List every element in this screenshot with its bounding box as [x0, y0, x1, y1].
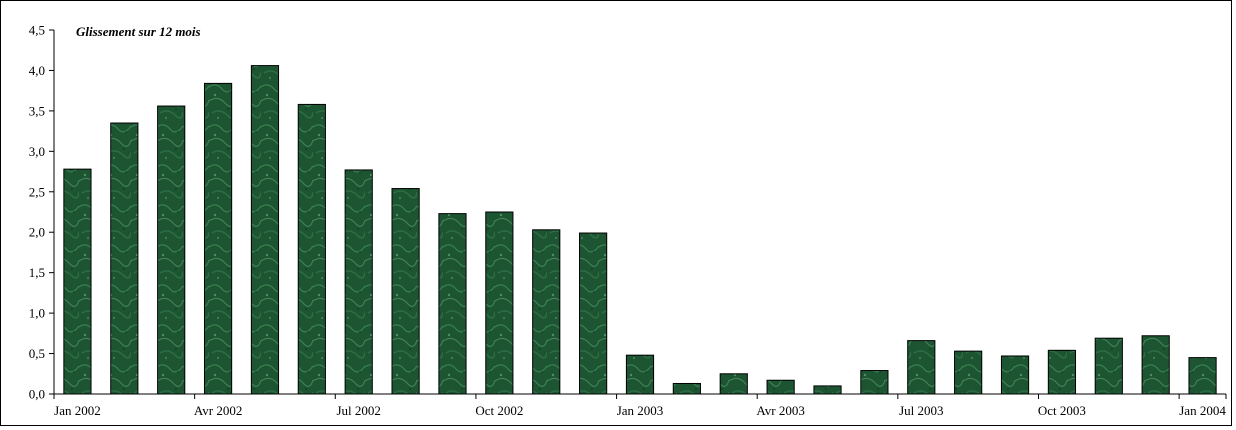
bar-3 — [203, 82, 233, 395]
bar-10 — [532, 229, 561, 395]
x-tick-label-4: Jan 2003 — [617, 403, 664, 418]
bar-2 — [157, 105, 186, 395]
x-tick-label-7: Oct 2003 — [1038, 403, 1086, 418]
bar-23 — [1141, 335, 1170, 395]
x-tick-label-6: Jul 2003 — [899, 403, 943, 418]
bar-12 — [625, 354, 655, 395]
bar-15 — [766, 379, 795, 395]
bar-9 — [485, 211, 514, 395]
bar-0 — [63, 168, 92, 395]
x-tick-label-0: Jan 2002 — [54, 403, 101, 418]
x-tick-label-8: Jan 2004 — [1179, 403, 1226, 418]
x-tick-label-2: Jul 2002 — [337, 403, 381, 418]
y-tick-label-0: 0,0 — [29, 387, 45, 402]
bar-17 — [860, 370, 889, 395]
bar-5 — [297, 103, 326, 395]
bar-8 — [438, 213, 467, 395]
bar-14 — [719, 373, 748, 395]
bar-20 — [1000, 355, 1030, 395]
x-tick-label-1: Avr 2002 — [194, 403, 243, 418]
bar-7 — [391, 188, 420, 395]
bar-13 — [672, 382, 701, 395]
y-tick-label-8: 4,0 — [29, 63, 45, 78]
y-tick-label-9: 4,5 — [29, 23, 45, 38]
x-tick-label-3: Oct 2002 — [475, 403, 523, 418]
bar-1 — [110, 122, 139, 395]
bar-19 — [954, 350, 983, 395]
bar-22 — [1094, 337, 1123, 395]
bar-18 — [907, 340, 936, 395]
plot-area: 0,0 0,5 1,0 1,5 2,0 2,5 3,0 3,5 4,0 4,5 Jan 2002 Av… — [29, 23, 1227, 418]
x-tick-label-5: Avr 2003 — [756, 403, 805, 418]
y-tick-label-2: 1,0 — [29, 306, 45, 321]
bar-6 — [344, 169, 373, 395]
bar-21 — [1047, 349, 1077, 395]
y-tick-label-5: 2,5 — [29, 184, 45, 199]
y-tick-label-7: 3,5 — [29, 103, 45, 118]
chart-title: Glissement sur 12 mois — [76, 24, 201, 39]
y-tick-label-1: 0,5 — [29, 346, 45, 361]
bar-24 — [1188, 357, 1217, 395]
bar-4 — [250, 65, 280, 395]
y-tick-label-6: 3,0 — [29, 144, 45, 159]
y-tick-label-3: 1,5 — [29, 265, 45, 280]
bar-16 — [813, 385, 842, 395]
bar-11 — [579, 232, 608, 395]
y-tick-label-4: 2,0 — [29, 225, 45, 240]
